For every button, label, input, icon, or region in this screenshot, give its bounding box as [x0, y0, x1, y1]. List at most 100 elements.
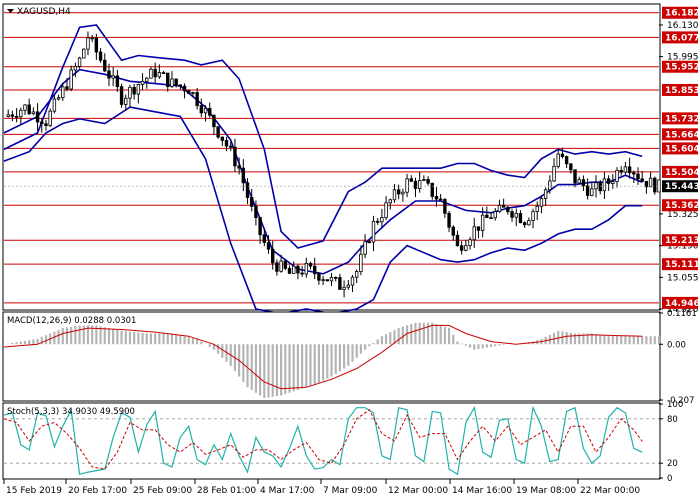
candle-body-105 [443, 199, 447, 214]
level-label-3: 15.853 [665, 86, 700, 96]
level-label-0: 16.182 [665, 9, 700, 19]
candle-body-94 [396, 189, 401, 195]
stochastic-title-name: Stoch(5,3,3) [7, 407, 59, 417]
level-label-bg-1 [662, 31, 698, 44]
candle-body-120 [506, 206, 510, 213]
horizontal-levels [4, 12, 659, 304]
bollinger-lower [3, 106, 643, 315]
candle-body-61 [258, 217, 262, 236]
candle-body-5 [23, 104, 27, 111]
candle-body-23 [98, 51, 103, 61]
candle-body-138 [581, 179, 586, 187]
bollinger-middle [3, 68, 643, 275]
candle-body-97 [409, 178, 413, 182]
bollinger-bands [3, 24, 643, 315]
candle-body-72 [304, 262, 309, 275]
candle-body-62 [262, 234, 267, 243]
candle-body-22 [94, 37, 99, 53]
candle-body-114 [480, 214, 485, 231]
candle-body-49 [208, 108, 212, 116]
candle-body-40 [170, 78, 174, 87]
stoch-tick-label-2: 20 [667, 459, 678, 469]
candle-body-113 [476, 226, 481, 231]
candle-body-125 [527, 220, 531, 226]
macd-tick-label-0: 0.1161 [667, 309, 697, 319]
time-tick-label-3: 28 Feb 01:00 [197, 486, 256, 496]
candle-body-152 [640, 178, 644, 182]
candle-body-154 [648, 177, 653, 188]
candle-body-18 [77, 57, 82, 67]
dropdown-triangle-icon[interactable] [7, 9, 14, 13]
candle-body-100 [422, 179, 426, 181]
candle-body-151 [636, 173, 640, 180]
candle-body-101 [426, 179, 430, 184]
level-label-4: 15.732 [665, 114, 700, 124]
candle-body-25 [107, 70, 111, 79]
candle-body-81 [342, 286, 346, 290]
candle-body-143 [602, 178, 607, 192]
candle-body-13 [56, 97, 61, 100]
current-price-bg [662, 180, 698, 193]
candle-body-126 [531, 211, 535, 221]
level-label-1: 16.077 [665, 33, 700, 43]
stoch-tick-label-3: 0 [667, 474, 672, 484]
stoch-tick-label-0: 100 [667, 400, 683, 410]
candle-body-57 [241, 167, 246, 184]
candle-body-148 [623, 166, 628, 173]
candle-body-95 [401, 191, 405, 195]
candle-body-123 [518, 213, 523, 224]
price-panel-frame [2, 3, 661, 311]
time-tick-label-5: 7 Mar 09:00 [323, 486, 378, 496]
price-tick-label-1: 15.995 [667, 53, 699, 63]
time-tick-label-1: 20 Feb 17:00 [68, 486, 127, 496]
stochastic-reference-lines [4, 418, 659, 464]
macd-title: MACD(12,26,9) 0.0288 0.0301 [7, 316, 136, 326]
stoch-main-path [3, 405, 643, 476]
candle-body-88 [371, 220, 376, 243]
candle-body-129 [543, 189, 548, 199]
candle-body-36 [153, 68, 157, 78]
candle-body-32 [136, 84, 141, 95]
macd-values: 0.0288 0.0301 [74, 316, 136, 326]
time-tick-label-0: 15 Feb 2019 [6, 486, 62, 496]
level-label-bg-10 [662, 258, 698, 271]
macd-panel[interactable]: 0.1161 0.00 -0.207 MACD(12,26,9) 0.0288 0.… [2, 309, 697, 406]
candle-body-29 [124, 97, 128, 105]
level-label-8: 15.362 [665, 201, 700, 211]
price-panel[interactable]: 16.130 15.995 15.325 15.190 15.055 14.920 16.1… [2, 3, 700, 315]
time-tick-label-2: 25 Feb 09:00 [133, 486, 192, 496]
candle-body-137 [577, 179, 581, 184]
candle-body-4 [19, 109, 23, 118]
candle-body-55 [233, 146, 237, 167]
level-label-bg-8 [662, 199, 698, 212]
candle-body-12 [52, 98, 57, 112]
candle-body-80 [338, 277, 342, 290]
candle-body-87 [367, 241, 371, 244]
candle-body-51 [216, 126, 220, 138]
candle-body-7 [31, 111, 36, 115]
candle-body-9 [40, 121, 44, 125]
candle-body-144 [606, 178, 611, 184]
candle-body-106 [447, 212, 451, 228]
candle-body-139 [585, 185, 590, 196]
candle-body-135 [569, 163, 573, 171]
candle-body-76 [321, 279, 325, 282]
candle-body-15 [65, 86, 69, 90]
stochastic-panel[interactable]: 100 80 20 0 Stoch(5,3,3) 34.9030 49.5900 [2, 400, 683, 484]
candle-body-21 [90, 37, 94, 40]
candle-body-118 [497, 204, 502, 212]
candle-body-28 [119, 86, 124, 105]
stochastic-title: Stoch(5,3,3) 34.9030 49.5900 [7, 407, 135, 417]
candle-body-30 [128, 86, 132, 99]
candle-body-6 [27, 104, 31, 115]
candle-body-60 [254, 205, 258, 218]
candle-body-19 [82, 48, 86, 59]
candle-body-77 [325, 279, 330, 282]
price-tick-label-2: 15.325 [667, 210, 699, 220]
candle-body-41 [174, 78, 178, 86]
candle-body-134 [564, 156, 569, 165]
level-label-7: 15.504 [665, 168, 700, 178]
stochastic-lines [3, 405, 643, 476]
candle-body-91 [384, 202, 388, 218]
